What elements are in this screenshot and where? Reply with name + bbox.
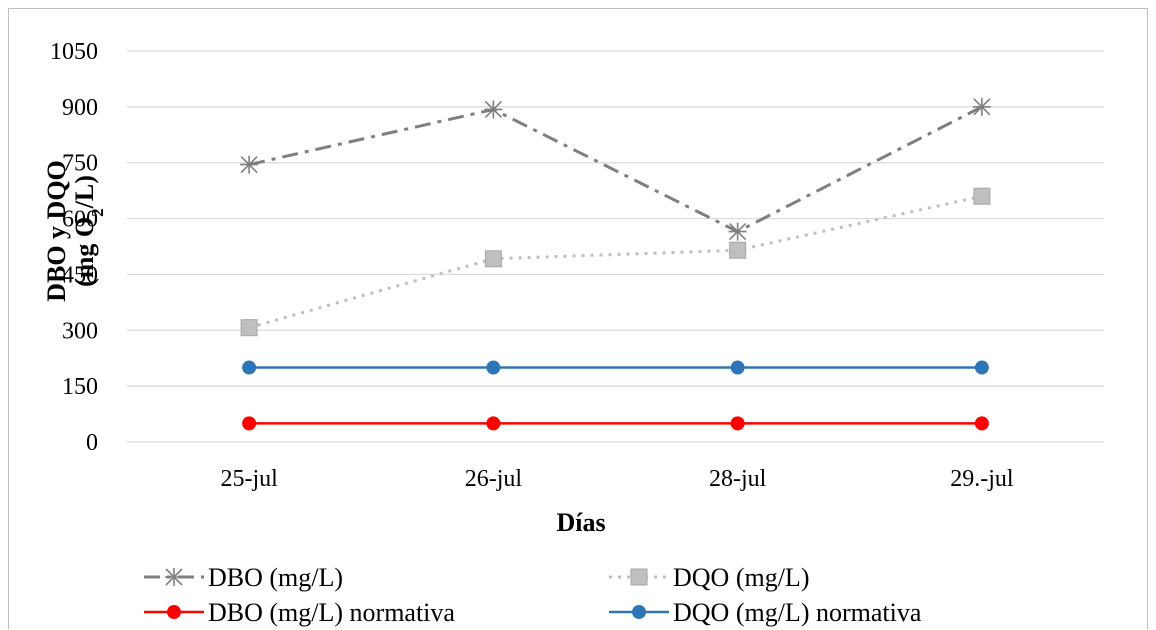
- y-tick-label: 600: [62, 207, 98, 233]
- series-layer: [240, 97, 991, 431]
- data-point: [974, 416, 989, 431]
- data-point: [729, 241, 747, 259]
- y-axis-ticks: 0 150 300 450 600 750 900 1050: [50, 39, 98, 456]
- legend-label: DQO (mg/L) normativa: [673, 598, 922, 627]
- data-point: [486, 416, 501, 431]
- legend-item: DQO (mg/L): [609, 563, 809, 592]
- x-axis-title: Días: [556, 508, 605, 537]
- gridlines: [127, 50, 1104, 443]
- y-axis-title: DBO y DQO (mg O2/L): [42, 160, 107, 302]
- legend-item: DBO (mg/L): [144, 563, 343, 592]
- y-tick-label: 450: [62, 262, 98, 288]
- data-point: [972, 97, 991, 116]
- legend-label: DBO (mg/L) normativa: [208, 598, 455, 627]
- series-3: [242, 416, 989, 431]
- legend-marker: [167, 605, 181, 619]
- series-4: [242, 360, 989, 375]
- y-axis-title-line2: (mg O2/L): [70, 175, 107, 287]
- y-tick-label: 150: [62, 374, 98, 400]
- data-point: [484, 100, 503, 119]
- legend: DBO (mg/L) DQO (mg/L) DBO (mg/L) normativa…: [144, 563, 922, 627]
- series-line: [248, 194, 983, 330]
- legend-marker: [630, 568, 648, 586]
- series-1: [240, 97, 991, 241]
- x-tick-label: 28-jul: [709, 466, 767, 492]
- legend-item: DBO (mg/L) normativa: [144, 598, 455, 627]
- data-point: [973, 187, 991, 205]
- y-tick-label: 750: [62, 151, 98, 177]
- legend-label: DBO (mg/L): [208, 563, 343, 592]
- data-point: [728, 222, 747, 241]
- legend-marker: [165, 568, 183, 586]
- x-tick-label: 26-jul: [465, 466, 523, 492]
- x-tick-label: 25-jul: [220, 466, 278, 492]
- y-tick-label: 900: [62, 95, 98, 121]
- data-point: [974, 360, 989, 375]
- y-axis-title-line1: DBO y DQO: [42, 160, 71, 302]
- y-tick-label: 1050: [50, 39, 98, 65]
- series-2: [240, 187, 991, 337]
- line-chart: 0 150 300 450 600 750 900 1050 25-jul 26-jul 28-j…: [42, 39, 1104, 627]
- legend-label: DQO (mg/L): [673, 563, 809, 592]
- data-point: [242, 416, 257, 431]
- x-tick-label: 29.-jul: [950, 466, 1014, 492]
- y-tick-label: 0: [86, 430, 98, 456]
- x-axis-ticks: 25-jul 26-jul 28-jul 29.-jul: [220, 466, 1013, 492]
- data-point: [240, 155, 259, 174]
- data-point: [730, 360, 745, 375]
- data-point: [730, 416, 745, 431]
- series-line: [248, 105, 983, 234]
- chart-frame: 0 150 300 450 600 750 900 1050 25-jul 26-jul 28-j…: [8, 8, 1148, 629]
- data-point: [242, 360, 257, 375]
- legend-item: DQO (mg/L) normativa: [609, 598, 922, 627]
- data-point: [484, 250, 502, 268]
- data-point: [486, 360, 501, 375]
- data-point: [240, 319, 258, 337]
- legend-marker: [632, 605, 646, 619]
- y-tick-label: 300: [62, 318, 98, 344]
